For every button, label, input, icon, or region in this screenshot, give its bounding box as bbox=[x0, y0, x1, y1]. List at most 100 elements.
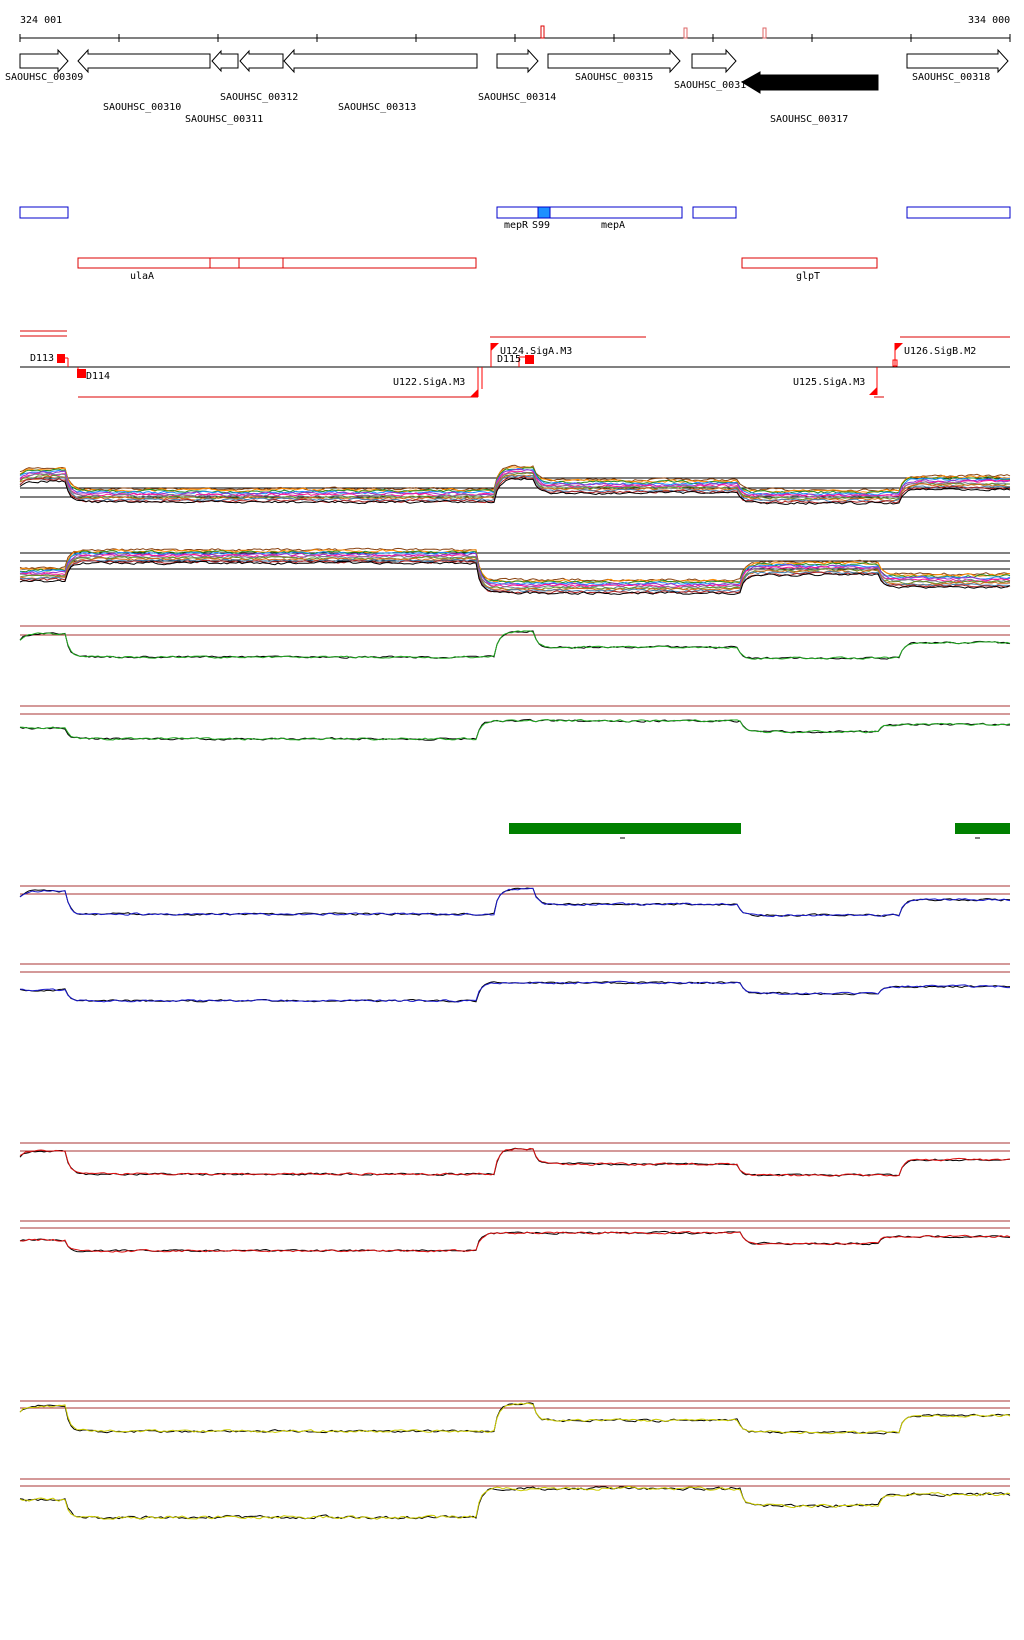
yellow-forward bbox=[19, 1402, 1011, 1435]
green-track-thresholds bbox=[20, 625, 1010, 715]
profile-line bbox=[19, 558, 1011, 593]
promoter-flag[interactable] bbox=[869, 387, 877, 395]
profile-line bbox=[19, 718, 1011, 741]
gene-label[interactable]: SAOUHSC_00317 bbox=[770, 114, 848, 125]
profile-line bbox=[19, 887, 1011, 918]
promoter-label[interactable]: D114 bbox=[86, 371, 110, 382]
promoter-label[interactable]: U122.SigA.M3 bbox=[393, 377, 465, 388]
red-feature-track: ulaA glpT bbox=[77, 257, 878, 282]
gene-arrow[interactable] bbox=[496, 48, 539, 74]
profile-line bbox=[19, 466, 1010, 494]
profile-line bbox=[19, 559, 1011, 595]
gene-track: SAOUHSC_00309 SAOUHSC_00310 SAOUHSC_0031… bbox=[5, 48, 1009, 125]
gene-arrow[interactable] bbox=[239, 49, 284, 73]
gene-label[interactable]: SAOUHSC_00318 bbox=[912, 72, 990, 83]
green-region-bars bbox=[509, 823, 1010, 839]
multi-series-reverse bbox=[19, 547, 1011, 595]
profile-line bbox=[19, 474, 1011, 502]
ruler-marker bbox=[540, 25, 545, 39]
profile-line bbox=[19, 472, 1011, 501]
gene-label[interactable]: SAOUHSC_0031 bbox=[674, 80, 746, 91]
promoter-label[interactable]: D115 bbox=[497, 354, 521, 365]
profile-line bbox=[19, 560, 1011, 595]
ruler-end-label: 334 000 bbox=[968, 15, 1010, 26]
feature-label: mepA bbox=[601, 220, 625, 231]
expression-profile-tracks bbox=[19, 464, 1011, 1520]
region-bar[interactable] bbox=[509, 823, 741, 834]
blue-reverse bbox=[19, 980, 1011, 1003]
feature-box[interactable] bbox=[77, 257, 477, 269]
feature-box[interactable] bbox=[496, 206, 683, 219]
gene-arrow[interactable] bbox=[77, 48, 211, 74]
feature-label: S99 bbox=[532, 220, 550, 231]
profile-line bbox=[19, 1230, 1011, 1253]
profile-line bbox=[19, 1147, 1011, 1177]
profile-line bbox=[19, 1147, 1011, 1177]
feature-label: glpT bbox=[796, 271, 820, 282]
profile-line bbox=[19, 468, 1011, 497]
promoter-label[interactable]: D113 bbox=[30, 353, 54, 364]
promoter-label[interactable]: U125.SigA.M3 bbox=[793, 377, 865, 388]
promoter-marker[interactable] bbox=[77, 369, 86, 378]
feature-box[interactable] bbox=[19, 206, 69, 219]
blue-track-thresholds bbox=[20, 885, 1010, 973]
red-reverse bbox=[19, 1230, 1011, 1253]
feature-label: ulaA bbox=[130, 271, 154, 282]
profile-line bbox=[19, 471, 1011, 499]
profile-line bbox=[19, 1485, 1011, 1520]
feature-box[interactable] bbox=[741, 257, 878, 269]
promoter-marker[interactable] bbox=[57, 354, 65, 363]
ruler-marker bbox=[762, 27, 767, 39]
profile-line bbox=[19, 477, 1011, 505]
gene-label[interactable]: SAOUHSC_00311 bbox=[185, 114, 263, 125]
feature-box[interactable] bbox=[906, 206, 1011, 219]
feature-highlight[interactable] bbox=[537, 206, 551, 219]
gene-arrow[interactable] bbox=[906, 48, 1009, 74]
profile-line bbox=[19, 981, 1011, 1003]
promoter-flag[interactable] bbox=[470, 389, 478, 397]
gene-label[interactable]: SAOUHSC_00314 bbox=[478, 92, 556, 103]
profile-line bbox=[19, 980, 1010, 1003]
gene-label[interactable]: SAOUHSC_00312 bbox=[220, 92, 298, 103]
feature-box[interactable] bbox=[692, 206, 737, 219]
profile-line bbox=[19, 1230, 1011, 1253]
gene-arrow[interactable] bbox=[19, 48, 69, 74]
profile-line bbox=[19, 718, 1011, 741]
profile-line bbox=[19, 1486, 1011, 1520]
ruler-marker bbox=[683, 27, 688, 39]
gene-label[interactable]: SAOUHSC_00310 bbox=[103, 102, 181, 113]
green-forward bbox=[19, 630, 1011, 660]
profile-line bbox=[19, 887, 1011, 917]
blue-forward bbox=[19, 887, 1011, 918]
profile-line bbox=[19, 547, 1011, 582]
red-forward bbox=[19, 1147, 1011, 1177]
feature-label: mepR bbox=[504, 220, 529, 231]
blue-feature-track: mepR S99 mepA bbox=[19, 206, 1011, 231]
profile-line bbox=[19, 550, 1011, 585]
profile-line bbox=[19, 630, 1011, 660]
profile-line bbox=[19, 475, 1011, 504]
yellow-track-thresholds bbox=[20, 1400, 1010, 1487]
multi-series-forward bbox=[19, 464, 1011, 505]
position-ruler: 324 001 334 000 bbox=[19, 15, 1011, 42]
promoter-flag[interactable] bbox=[895, 343, 903, 351]
promoter-flag[interactable] bbox=[491, 343, 499, 351]
promoter-track: D113 D114 U124.SigA.M3 D115 U122.SigA.M3… bbox=[20, 330, 1010, 398]
gene-arrow[interactable] bbox=[547, 48, 681, 74]
yellow-reverse bbox=[19, 1485, 1011, 1520]
profile-line bbox=[19, 464, 1011, 493]
promoter-label[interactable]: U124.SigA.M3 bbox=[500, 346, 572, 357]
gene-arrow[interactable] bbox=[283, 48, 478, 74]
gene-arrow[interactable] bbox=[211, 49, 239, 73]
region-bar[interactable] bbox=[955, 823, 1010, 834]
gene-label[interactable]: SAOUHSC_00309 bbox=[5, 72, 83, 83]
promoter-label[interactable]: U126.SigB.M2 bbox=[904, 346, 976, 357]
profile-line bbox=[19, 1402, 1011, 1435]
gene-arrow[interactable] bbox=[691, 48, 737, 74]
gene-arrow-filled[interactable] bbox=[741, 71, 879, 94]
gene-label[interactable]: SAOUHSC_00315 bbox=[575, 72, 653, 83]
gene-label[interactable]: SAOUHSC_00313 bbox=[338, 102, 416, 113]
promoter-marker[interactable] bbox=[525, 355, 534, 364]
red-track-thresholds bbox=[20, 1142, 1010, 1229]
